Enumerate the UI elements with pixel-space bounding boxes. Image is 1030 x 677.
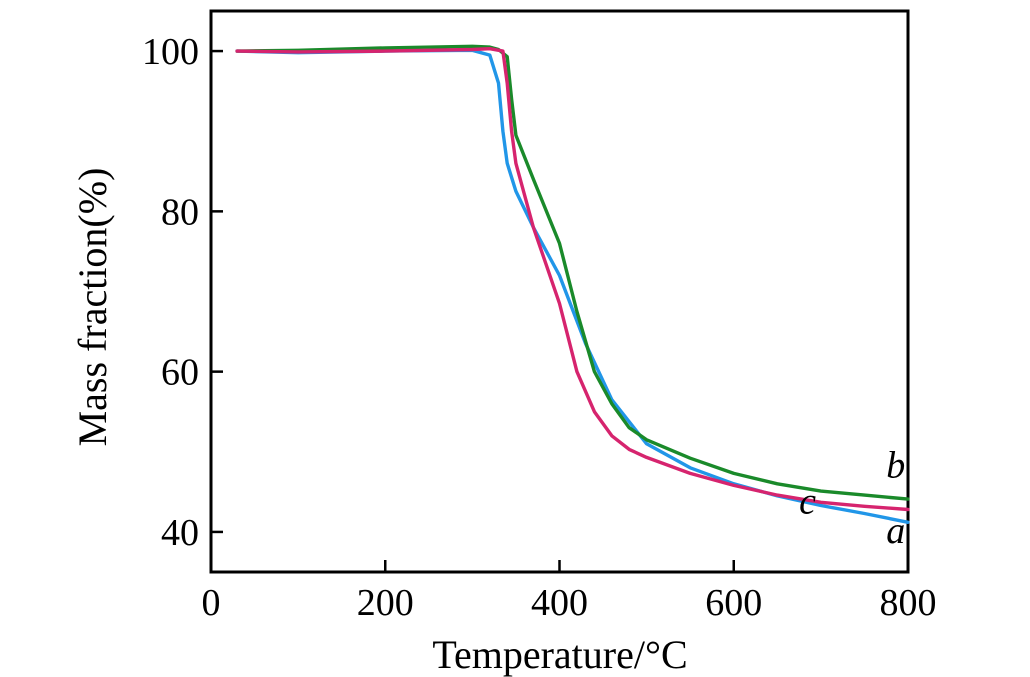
x-tick-label-800: 800 xyxy=(880,582,937,624)
annotations-layer: b c a xyxy=(799,444,905,552)
series-label-a: a xyxy=(886,510,905,552)
series-label-b: b xyxy=(886,444,905,486)
ticks-layer: 0 200 400 600 800 40 60 80 100 xyxy=(142,31,937,624)
series-line-c xyxy=(235,47,910,512)
series-line-b xyxy=(235,44,910,501)
series-label-c: c xyxy=(799,480,816,522)
y-tick-label-60: 60 xyxy=(161,352,199,394)
y-tick-label-100: 100 xyxy=(142,31,199,73)
x-tick-label-600: 600 xyxy=(705,582,762,624)
x-tick-label-200: 200 xyxy=(357,582,414,624)
x-tick-label-0: 0 xyxy=(202,582,221,624)
y-tick-label-40: 40 xyxy=(161,512,199,554)
y-tick-label-80: 80 xyxy=(161,191,199,233)
series-line-a xyxy=(235,48,910,524)
x-axis-title: Temperature/°C xyxy=(432,632,687,677)
y-axis-title: Mass fraction(%) xyxy=(70,168,115,447)
series-layer xyxy=(235,44,910,524)
x-tick-label-400: 400 xyxy=(531,582,588,624)
